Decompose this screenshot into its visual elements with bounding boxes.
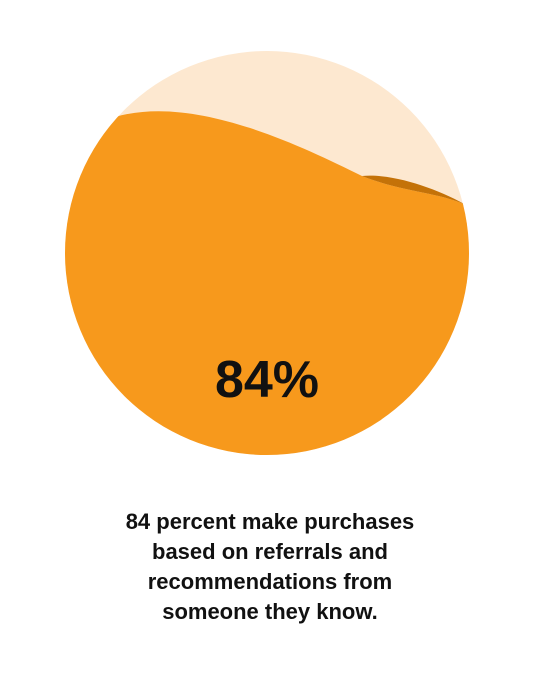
fold-highlight xyxy=(362,175,468,206)
percentage-fill-slice xyxy=(65,111,469,455)
caption: 84 percent make purchases based on refer… xyxy=(70,507,470,627)
center-percentage-label: 84% xyxy=(215,351,319,409)
caption-line: someone they know. xyxy=(162,599,378,624)
pie-chart: 84% xyxy=(65,51,469,455)
caption-line: 84 percent make purchases xyxy=(125,509,415,534)
caption-line: recommendations from xyxy=(147,569,393,594)
caption-line: based on referrals and xyxy=(152,539,388,564)
fill-group xyxy=(65,111,469,455)
